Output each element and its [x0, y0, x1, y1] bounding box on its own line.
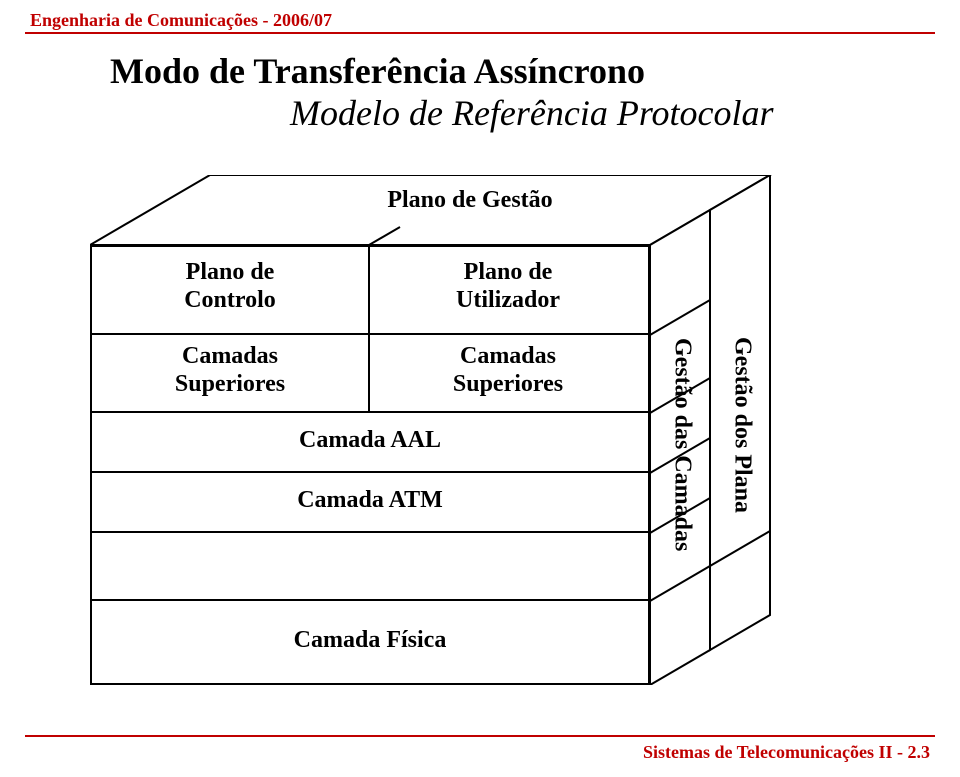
plano-utilizador-label: Plano de Utilizador: [408, 259, 608, 314]
plano-gestao-label: Plano de Gestão: [340, 187, 600, 215]
plano-controlo-label: Plano de Controlo: [130, 259, 330, 314]
camada-atm-label: Camada ATM: [220, 487, 520, 515]
title-line2: Modelo de Referência Protocolar: [290, 92, 774, 134]
title-line1: Modo de Transferência Assíncrono: [110, 50, 645, 92]
camada-aal-label: Camada AAL: [220, 427, 520, 455]
footer-text: Sistemas de Telecomunicações II - 2.3: [643, 742, 930, 763]
reference-model-diagram: Plano de Gestão Plano de Controlo Plano …: [90, 175, 870, 685]
spacer-cell: [90, 531, 650, 601]
camadas-sup-right-label: Camadas Superiores: [408, 343, 608, 398]
course-header: Engenharia de Comunicações - 2006/07: [30, 10, 332, 31]
gestao-plana-label: Gestão dos Plana: [728, 275, 756, 575]
camada-fisica-label: Camada Física: [220, 627, 520, 655]
footer-rule: [25, 735, 935, 737]
camadas-sup-left-label: Camadas Superiores: [130, 343, 330, 398]
header-rule: [25, 32, 935, 34]
gestao-camadas-label: Gestão das Camadas: [668, 295, 696, 595]
